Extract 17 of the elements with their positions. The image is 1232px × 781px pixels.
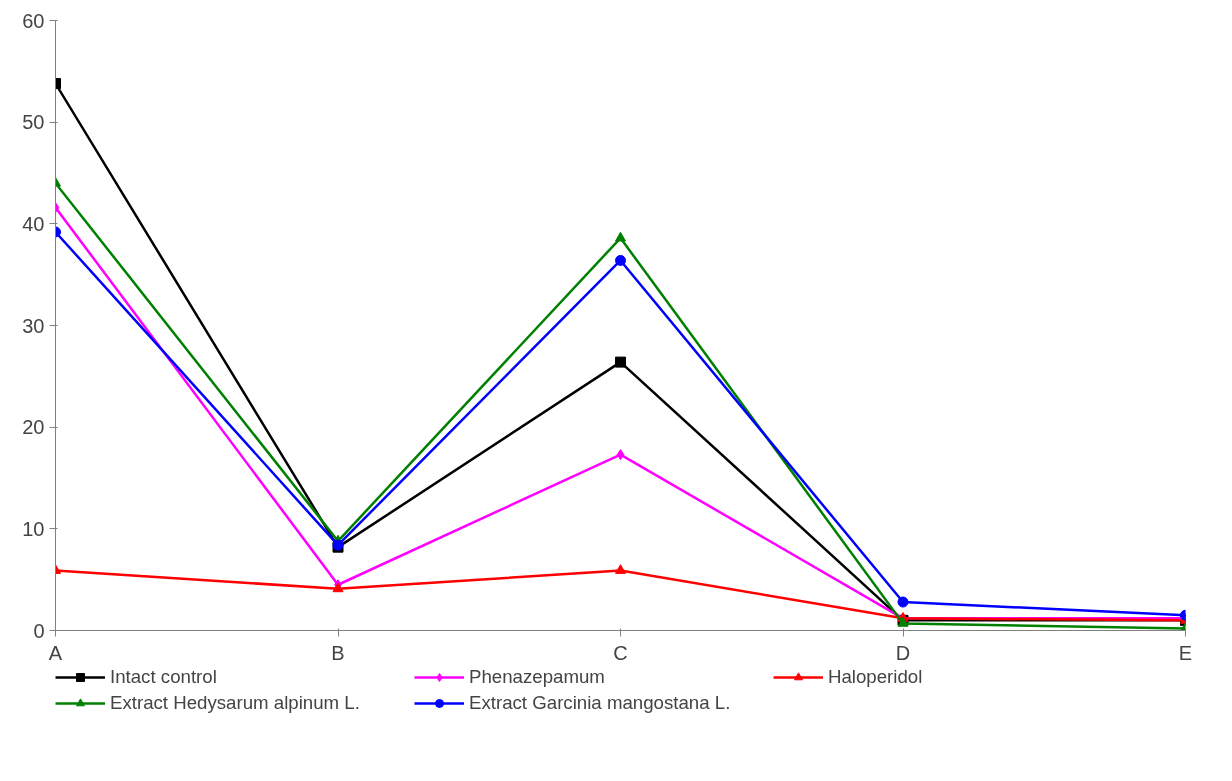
x-tick-label: C (613, 641, 628, 664)
y-tick-label: 10 (22, 517, 45, 540)
y-tick-label: 60 (22, 9, 45, 32)
y-tick-label: 30 (22, 314, 45, 337)
y-tick-label: 20 (22, 416, 45, 439)
x-tick-label: E (1178, 641, 1193, 664)
legend-label: Intact control (110, 666, 218, 688)
y-tick-label: 0 (33, 619, 45, 642)
y-tick-label: 40 (22, 212, 45, 235)
x-tick-label: D (895, 641, 911, 664)
y-tick-label: 50 (22, 111, 45, 134)
legend-label: Phenazepamum (469, 666, 606, 688)
x-tick-label: A (48, 641, 63, 664)
legend-label: Haloperidol (828, 666, 924, 688)
x-tick-label: B (331, 641, 345, 664)
legend-label: Extract Hedysarum alpinum L. (110, 692, 361, 714)
legend-label: Extract Garcinia mangostana L. (469, 692, 732, 714)
